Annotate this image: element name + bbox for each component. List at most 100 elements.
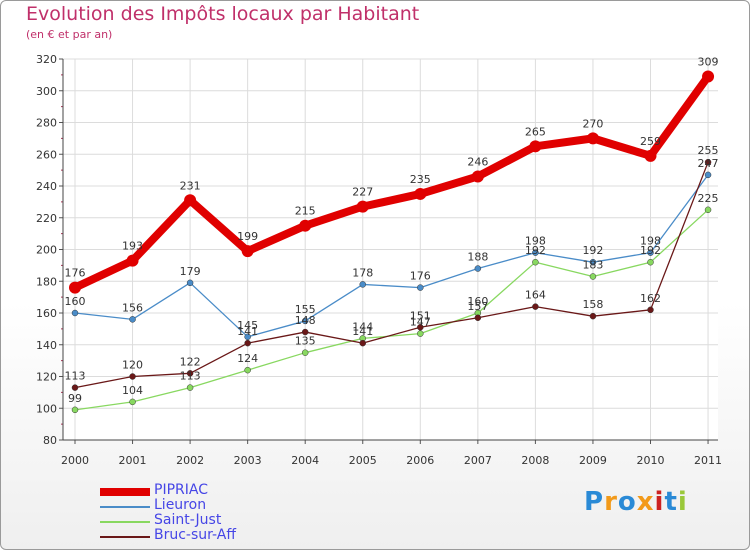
data-label: 120 xyxy=(122,359,143,372)
x-tick-label: 2003 xyxy=(234,454,262,467)
y-tick-label: 220 xyxy=(36,212,57,225)
y-tick-label: 100 xyxy=(36,402,57,415)
data-point xyxy=(301,349,309,356)
axes: 80 100 120 140 160 180 200 220 240 260 280 300 320 20… xyxy=(36,53,722,467)
x-tick-label: 2001 xyxy=(119,454,147,467)
data-point xyxy=(702,70,715,83)
logo-letter: o xyxy=(617,487,637,517)
data-point xyxy=(532,249,539,256)
legend-item-bruc-sur-aff: Bruc-sur-Aff xyxy=(100,527,300,544)
data-point xyxy=(589,273,597,280)
logo-letter: i xyxy=(677,487,688,517)
data-label: 199 xyxy=(237,230,258,243)
data-point xyxy=(129,398,136,406)
data-point xyxy=(704,171,712,179)
legend-item-pipriac: PIPRIAC xyxy=(100,482,300,499)
data-point xyxy=(414,187,427,200)
legend-item-lieuron: Lieuron xyxy=(100,497,300,514)
chart-title: Evolution des Impôts locaux par Habitant xyxy=(26,3,420,25)
chart-subtitle: (en € et par an) xyxy=(26,28,113,41)
logo-letter: t xyxy=(664,487,678,517)
data-label: 99 xyxy=(68,392,82,405)
data-point xyxy=(244,339,251,347)
data-label: 309 xyxy=(698,55,719,68)
data-point xyxy=(417,330,424,337)
data-point xyxy=(184,194,197,207)
data-point xyxy=(129,316,136,323)
series-line-pipriac xyxy=(73,74,712,292)
legend-label: PIPRIAC xyxy=(154,482,208,498)
data-label: 225 xyxy=(698,192,719,205)
y-tick-label: 160 xyxy=(36,307,57,320)
x-tick-label: 2006 xyxy=(406,454,434,467)
legend-label: Lieuron xyxy=(154,497,207,513)
data-label: 176 xyxy=(410,270,431,283)
y-tick-label: 80 xyxy=(43,434,57,447)
data-label: 160 xyxy=(65,295,86,308)
data-point xyxy=(586,132,599,145)
series-line-saint-just xyxy=(74,209,709,411)
data-label: 246 xyxy=(467,155,488,168)
data-label: 188 xyxy=(467,251,488,264)
data-label: 160 xyxy=(467,295,488,308)
data-label: 148 xyxy=(295,314,316,327)
data-label: 192 xyxy=(582,244,603,257)
x-tick-label: 2005 xyxy=(349,454,377,467)
logo-letter: r xyxy=(604,487,618,517)
legend-swatch xyxy=(100,506,150,508)
legend-swatch xyxy=(100,488,150,496)
data-label: 113 xyxy=(180,370,201,383)
data-label: 122 xyxy=(180,355,201,368)
legend-label: Saint-Just xyxy=(154,512,222,528)
x-tick-label: 2004 xyxy=(291,454,319,467)
data-point xyxy=(417,284,424,291)
data-label: 247 xyxy=(698,157,719,170)
data-point xyxy=(474,314,482,322)
data-label: 235 xyxy=(410,173,431,186)
data-label: 157 xyxy=(467,300,488,313)
data-point xyxy=(356,200,369,213)
logo-text: Proxiti xyxy=(584,487,688,517)
data-label: 155 xyxy=(295,303,316,316)
series-line-bruc-sur-aff xyxy=(74,161,709,389)
data-point xyxy=(301,328,309,336)
data-label: 135 xyxy=(295,335,316,348)
y-tick-label: 260 xyxy=(36,148,57,161)
data-point xyxy=(532,258,539,266)
data-point xyxy=(126,254,139,267)
data-label: 192 xyxy=(640,244,661,257)
data-point xyxy=(71,309,79,317)
logo-letter: x xyxy=(636,487,655,517)
data-label: 145 xyxy=(237,319,258,332)
data-point xyxy=(589,258,597,266)
data-label: 179 xyxy=(180,265,201,278)
data-point xyxy=(71,384,79,391)
proxiti-logo: Proxiti xyxy=(584,487,688,517)
data-label: 124 xyxy=(237,352,258,365)
y-tick-label: 120 xyxy=(36,371,57,384)
data-point xyxy=(301,317,309,325)
series xyxy=(69,70,715,414)
data-point xyxy=(129,373,136,380)
data-point xyxy=(69,281,81,294)
data-label: 259 xyxy=(640,135,661,148)
y-tick-label: 200 xyxy=(36,244,57,257)
data-point xyxy=(186,384,194,391)
y-tick-label: 140 xyxy=(36,339,57,352)
data-label: 198 xyxy=(525,235,546,248)
data-label: 227 xyxy=(352,186,373,199)
x-tick-label: 2009 xyxy=(579,454,607,467)
y-tick-label: 180 xyxy=(36,275,57,288)
data-label: 141 xyxy=(237,325,258,338)
legend-label: Bruc-sur-Aff xyxy=(154,527,236,543)
data-point xyxy=(71,406,79,414)
data-point xyxy=(186,279,194,287)
data-label: 156 xyxy=(122,301,143,314)
x-tick-label: 2010 xyxy=(637,454,665,467)
data-label: 255 xyxy=(698,144,719,157)
legend-swatch xyxy=(100,536,150,538)
data-point xyxy=(186,370,194,377)
data-label: 192 xyxy=(525,244,546,257)
data-label: 141 xyxy=(352,325,373,338)
